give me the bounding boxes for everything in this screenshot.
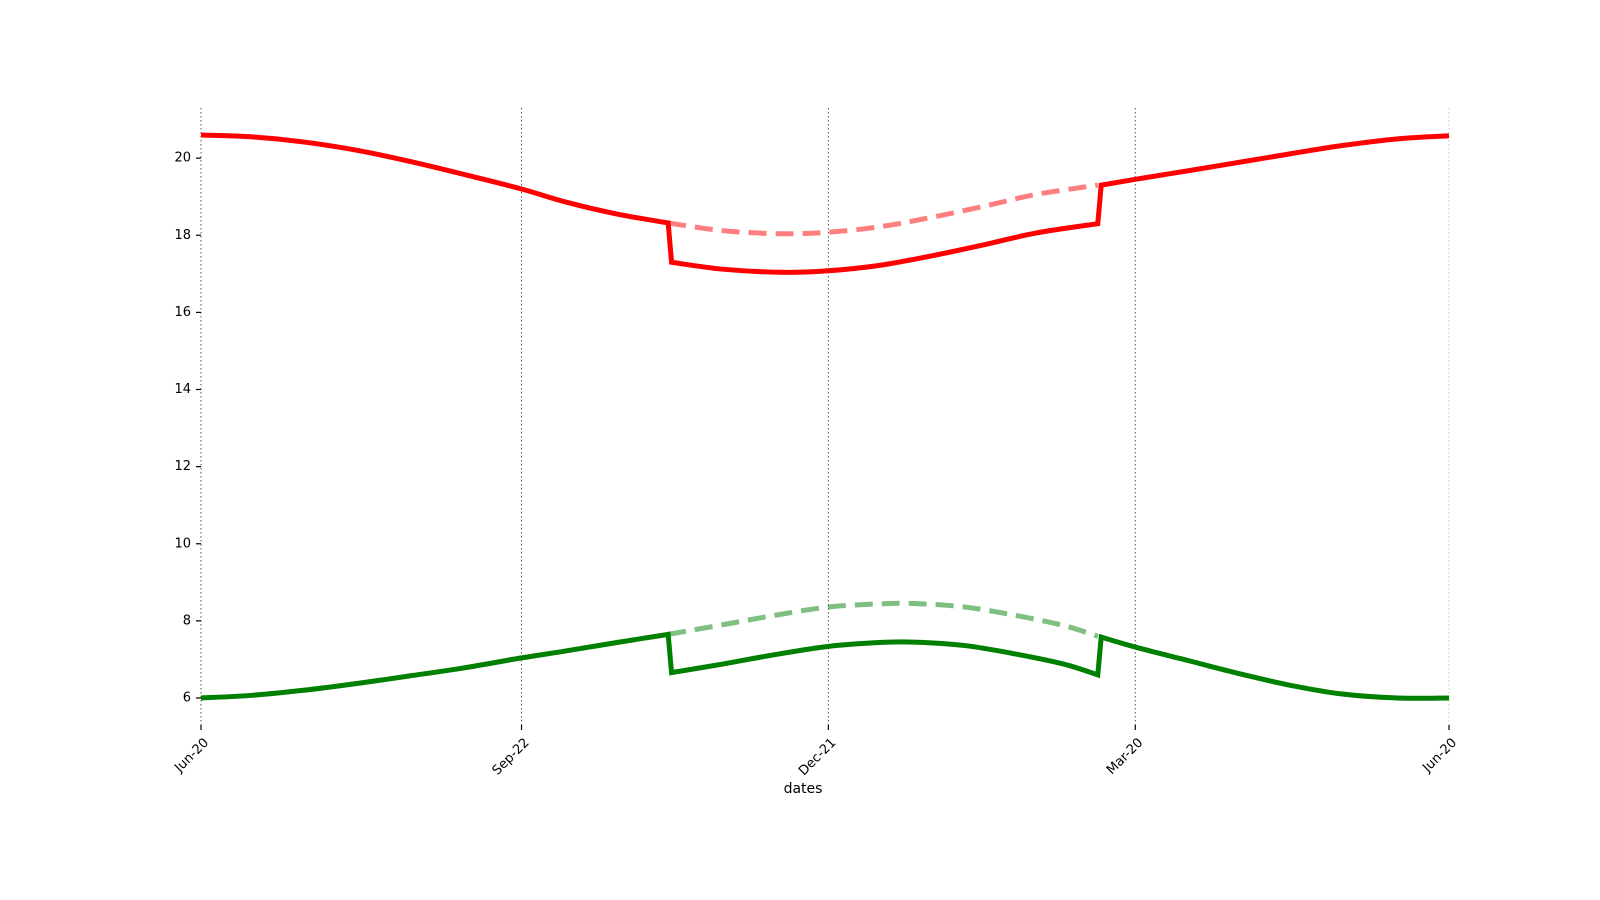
y-tick-label: 14 <box>174 382 191 397</box>
x-tick-label: Mar-20 <box>1104 735 1146 777</box>
grid <box>200 108 1450 725</box>
series-line-1 <box>200 132 1450 275</box>
y-tick-label: 20 <box>174 151 191 166</box>
y-tick-label: 10 <box>174 536 191 551</box>
series-line-3 <box>200 631 1450 701</box>
series-line-4 <box>667 600 1099 639</box>
y-tick-label: 16 <box>174 305 191 320</box>
x-tick-label: Jun-20 <box>171 735 212 776</box>
y-tick-label: 8 <box>183 613 191 628</box>
x-tick-label: Dec-21 <box>796 735 839 778</box>
y-tick-label: 12 <box>174 459 191 474</box>
series-lines <box>200 132 1450 701</box>
x-tick-label: Jun-20 <box>1419 735 1460 776</box>
x-tick-label: Sep-22 <box>490 735 533 778</box>
x-axis-label: dates <box>784 781 823 797</box>
y-tick-label: 18 <box>174 228 191 243</box>
series-line-2 <box>667 182 1099 237</box>
y-tick-label: 6 <box>183 691 191 706</box>
